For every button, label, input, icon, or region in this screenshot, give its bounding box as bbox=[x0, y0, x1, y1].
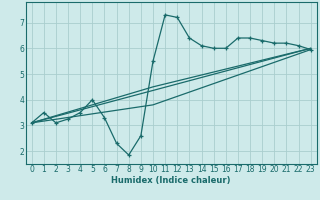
X-axis label: Humidex (Indice chaleur): Humidex (Indice chaleur) bbox=[111, 176, 231, 185]
